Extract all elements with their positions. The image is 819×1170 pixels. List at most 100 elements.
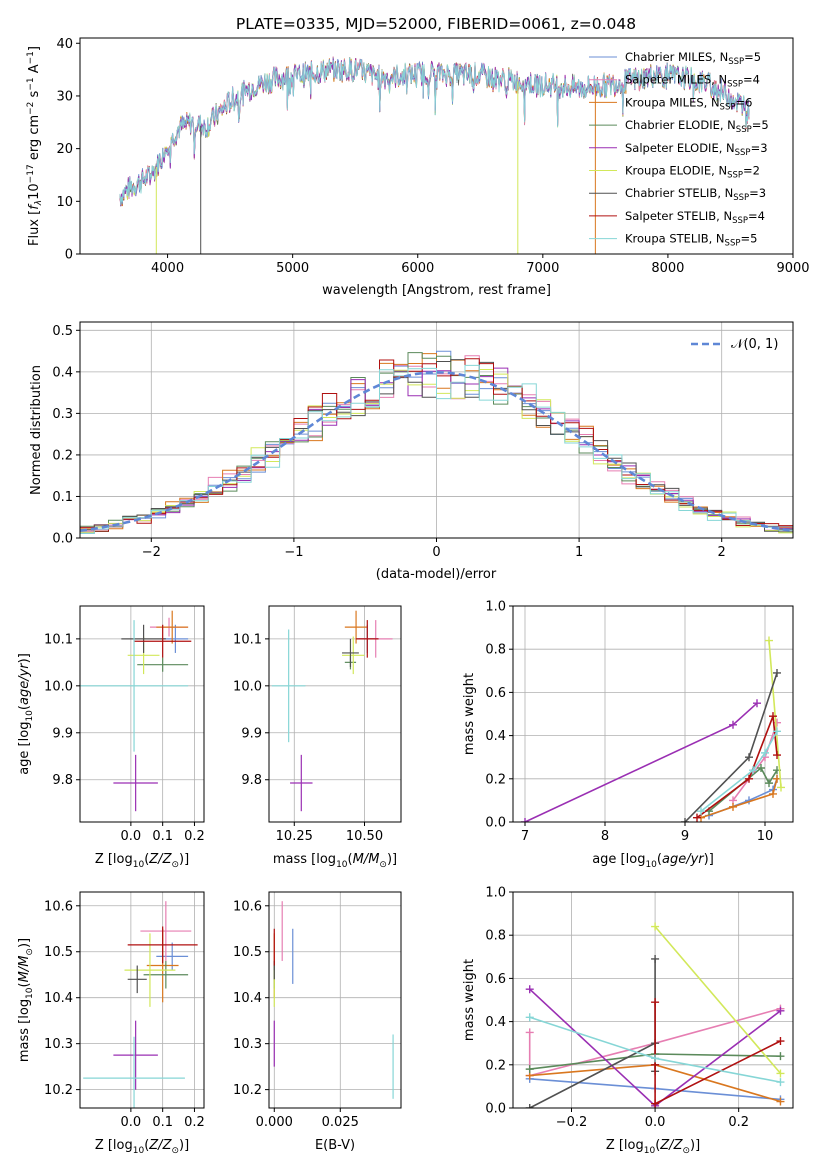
weight-point-marker — [749, 766, 757, 775]
x-tick-label: 9 — [681, 829, 689, 844]
figure-title: PLATE=0335, MJD=52000, FIBERID=0061, z=0… — [236, 15, 636, 33]
weight-metallicity-panel-plot-area — [525, 922, 785, 1108]
residual-panel-plot-area — [80, 350, 793, 534]
weight-point-marker — [525, 985, 534, 994]
weight-point-marker — [729, 802, 737, 811]
x-tick-label: 7000 — [526, 261, 559, 276]
y-tick-label: 0.0 — [52, 532, 73, 547]
weight-point-marker — [777, 783, 785, 792]
y-tick-label: 0.2 — [485, 772, 506, 787]
weight-series-line — [528, 1007, 781, 1077]
y-tick-label: 0.4 — [485, 1015, 506, 1030]
x-tick-label: 0 — [432, 545, 440, 560]
weight-series-line — [708, 766, 778, 812]
x-axis-label: mass [log10(M/M⊙)] — [273, 852, 397, 870]
y-tick-label: 10 — [56, 195, 73, 210]
weight-point-marker — [745, 753, 753, 762]
weight-age-panel: 7 8 9 10 0.0 0.2 0.4 0.6 0.8 1.0 age [log10(age/yr… — [462, 600, 794, 870]
y-tick-label: 0 — [65, 248, 73, 263]
legend-label: Salpeter ELODIE, NSSP=3 — [625, 141, 768, 158]
legend-label: Chabrier MILES, NSSP=5 — [625, 50, 761, 67]
weight-point-marker — [776, 1052, 785, 1061]
mass-metallicity-panel: 0.0 0.1 0.2 10.2 10.3 10.4 10.5 10.6 Z [log10(Z/… — [17, 891, 205, 1156]
y-tick-label: 0.6 — [485, 686, 506, 701]
x-axis-label: (data-model)/error — [376, 567, 497, 582]
x-axis-label: Z [log10(Z/Z⊙)] — [95, 852, 189, 870]
x-tick-label: 0.0 — [121, 1115, 142, 1130]
y-tick-label: 10.2 — [233, 1083, 262, 1098]
y-tick-label: 10.3 — [44, 1037, 73, 1052]
y-tick-label: 10.3 — [233, 1037, 262, 1052]
y-tick-label: 10.4 — [233, 991, 262, 1006]
y-tick-label: 40 — [56, 37, 73, 52]
axes-frame — [512, 891, 794, 1109]
weight-point-marker — [765, 636, 773, 645]
x-axis-label: Z [log10(Z/Z⊙)] — [95, 1138, 189, 1156]
y-tick-label: 9.9 — [52, 726, 73, 741]
y-tick-label: 0.3 — [52, 407, 73, 422]
x-tick-label: 5000 — [276, 261, 309, 276]
y-axis-label: Normed distribution — [29, 365, 44, 495]
weight-point-marker — [769, 712, 777, 721]
weight-point-marker — [773, 751, 781, 760]
x-tick-label: 7 — [521, 829, 529, 844]
age-metallicity-panel-plot-area — [80, 610, 192, 812]
weight-series-line — [684, 672, 778, 822]
y-tick-label: 20 — [56, 142, 73, 157]
weight-point-marker — [525, 1104, 534, 1108]
x-tick-label: 0.0 — [121, 829, 142, 844]
y-axis-label: Flux [fλ10−17 erg cm−2 s−1 A−1] — [26, 46, 44, 246]
y-tick-label: 10.4 — [44, 991, 73, 1006]
y-tick-label: 0.4 — [485, 729, 506, 744]
x-tick-label: 0.025 — [322, 1115, 359, 1130]
weight-point-marker — [757, 764, 765, 772]
weight-point-marker — [525, 1065, 534, 1074]
x-tick-label: 8 — [601, 829, 609, 844]
y-tick-label: 1.0 — [485, 600, 506, 615]
age-mass-panel-plot-area — [271, 610, 393, 812]
legend-label: Kroupa ELODIE, NSSP=2 — [625, 164, 760, 181]
y-axis-label: mass weight — [462, 673, 477, 755]
y-tick-label: 10.6 — [233, 899, 262, 914]
weight-point-marker — [745, 774, 753, 783]
x-axis-label: Z [log10(Z/Z⊙)] — [606, 1138, 700, 1156]
weight-point-marker — [729, 720, 737, 729]
weight-point-marker — [776, 1006, 785, 1015]
y-tick-label: 0.6 — [485, 972, 506, 987]
weight-point-marker — [776, 1069, 785, 1078]
legend-label: Chabrier ELODIE, NSSP=5 — [625, 118, 769, 135]
spectrum-line — [119, 57, 750, 205]
y-axis-label: age [log10(age/yr)] — [17, 653, 35, 775]
weight-age-panel-plot-area — [521, 636, 785, 822]
x-axis-label: E(B-V) — [315, 1138, 355, 1153]
x-tick-label: 0.1 — [152, 1115, 173, 1130]
weight-series-line — [654, 1002, 781, 1105]
x-tick-label: 9000 — [776, 261, 809, 276]
x-tick-label: 10.50 — [346, 829, 383, 844]
y-tick-label: 10.2 — [44, 1083, 73, 1098]
weight-series-line — [524, 702, 758, 822]
weight-point-marker — [525, 1013, 534, 1022]
weight-point-marker — [651, 922, 660, 931]
legend-label: Kroupa MILES, NSSP=6 — [625, 95, 752, 112]
y-tick-label: 1.0 — [485, 886, 506, 901]
weight-point-marker — [651, 998, 660, 1007]
y-tick-label: 0.8 — [485, 929, 506, 944]
weight-series-line — [700, 778, 778, 819]
y-tick-label: 30 — [56, 89, 73, 104]
y-tick-label: 0.0 — [485, 1102, 506, 1117]
weight-point-marker — [776, 1037, 785, 1046]
weight-point-marker — [769, 789, 777, 798]
y-tick-label: 9.9 — [241, 726, 262, 741]
x-axis-label: age [log10(age/yr)] — [592, 852, 714, 870]
axes-frame — [268, 605, 402, 823]
x-tick-label: 0.2 — [184, 829, 205, 844]
x-tick-label: 0.2 — [184, 1115, 205, 1130]
axes-frame — [79, 605, 205, 823]
y-tick-label: 10.1 — [44, 632, 73, 647]
x-tick-label: 10.25 — [276, 829, 313, 844]
axes-frame — [268, 891, 402, 1109]
y-tick-label: 0.0 — [485, 816, 506, 831]
weight-point-marker — [651, 1054, 660, 1063]
